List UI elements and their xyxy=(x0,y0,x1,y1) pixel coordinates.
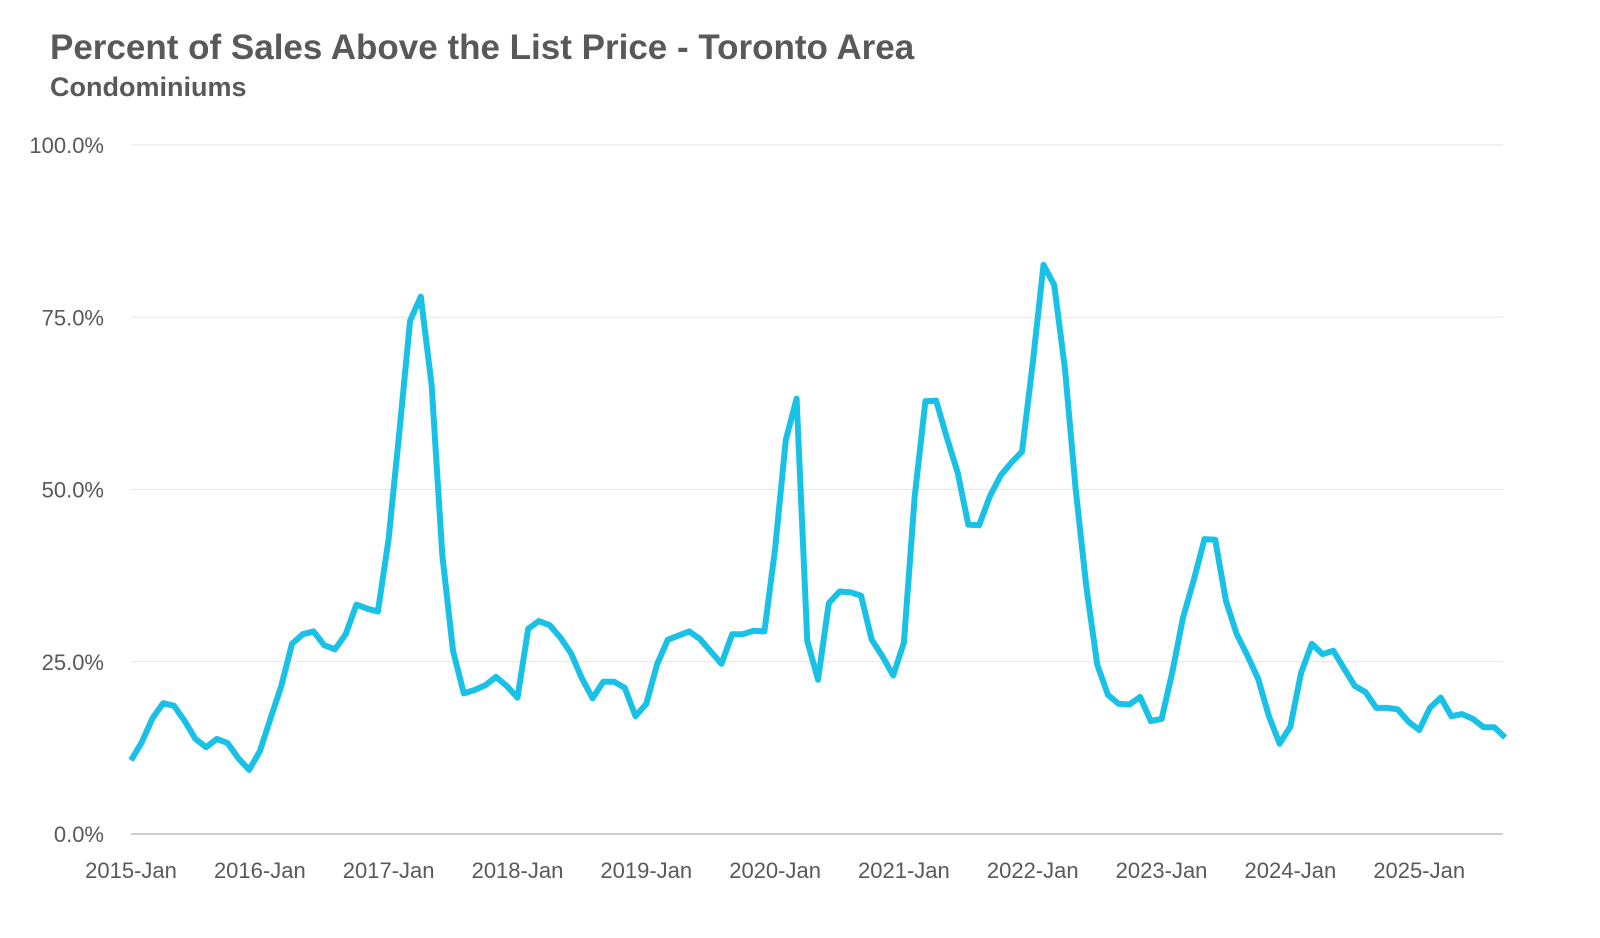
y-axis-ticks: 0.0% 25.0% 50.0% 75.0% 100.0% xyxy=(29,133,104,847)
x-tick-label: 2019-Jan xyxy=(600,858,692,883)
chart-subtitle: Condominiums xyxy=(50,72,247,102)
y-tick-label: 100.0% xyxy=(29,133,104,158)
x-tick-label: 2023-Jan xyxy=(1116,858,1208,883)
y-tick-label: 50.0% xyxy=(42,478,104,503)
series-layer xyxy=(128,261,1508,773)
x-tick-label: 2022-Jan xyxy=(987,858,1079,883)
x-tick-label: 2018-Jan xyxy=(472,858,564,883)
x-axis-ticks: 2015-Jan 2016-Jan 2017-Jan 2018-Jan 2019-Jan… xyxy=(85,858,1465,883)
x-tick-label: 2021-Jan xyxy=(858,858,950,883)
x-tick-label: 2017-Jan xyxy=(343,858,435,883)
x-tick-label: 2025-Jan xyxy=(1373,858,1465,883)
series-line xyxy=(128,261,1508,773)
y-tick-label: 25.0% xyxy=(42,650,104,675)
chart-title: Percent of Sales Above the List Price - … xyxy=(50,28,915,67)
y-tick-label: 0.0% xyxy=(54,822,104,847)
x-tick-label: 2016-Jan xyxy=(214,858,306,883)
x-tick-label: 2024-Jan xyxy=(1245,858,1337,883)
x-tick-label: 2020-Jan xyxy=(729,858,821,883)
x-tick-label: 2015-Jan xyxy=(85,858,177,883)
y-tick-label: 75.0% xyxy=(42,305,104,330)
gridlines xyxy=(131,144,1503,663)
